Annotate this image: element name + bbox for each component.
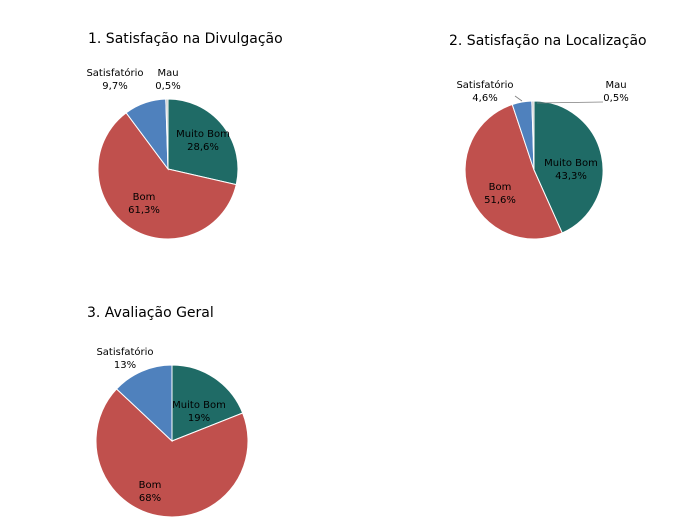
- slice-label-1-satisfat-rio: Satisfatório 9,7%: [86, 67, 143, 92]
- chart-title-avaliacao-geral: 3. Avaliação Geral: [87, 305, 214, 321]
- slice-label-2-muito-bom: Muito Bom 43,3%: [544, 158, 598, 182]
- chart-title-divulgacao: 1. Satisfação na Divulgação: [88, 31, 283, 47]
- pie-slice-3-bom: [95, 388, 249, 518]
- slice-label-2-satisfat-rio: Satisfatório 4,6%: [456, 79, 513, 104]
- slice-label-3-muito-bom: Muito Bom 19%: [172, 400, 226, 424]
- leader-line-2-3: [536, 101, 604, 104]
- pie-slice-2-muito-bom: [533, 100, 604, 234]
- pie-slice-2-bom: [464, 103, 563, 240]
- slice-label-1-muito-bom: Muito Bom 28,6%: [176, 129, 230, 153]
- slice-label-2-mau: Mau 0,5%: [603, 80, 628, 104]
- slice-label-3-satisfat-rio: Satisfatório 13%: [96, 346, 153, 371]
- leader-line-2-2: [514, 95, 523, 102]
- slice-label-2-bom: Bom 51,6%: [484, 182, 516, 206]
- pie-slice-1-bom: [97, 112, 237, 240]
- pie-slice-3-muito-bom: [171, 364, 244, 442]
- slice-label-1-bom: Bom 61,3%: [128, 192, 160, 216]
- chart-title-localizacao: 2. Satisfação na Localização: [449, 33, 647, 49]
- pie-slice-2-mau: [531, 100, 535, 171]
- pie-slice-3-satisfat-rio: [115, 364, 173, 443]
- slice-label-1-mau: Mau 0,5%: [155, 68, 180, 92]
- pie-slice-1-mau: [165, 98, 169, 170]
- slice-label-3-bom: Bom 68%: [139, 480, 162, 504]
- pie-slice-1-muito-bom: [167, 98, 239, 186]
